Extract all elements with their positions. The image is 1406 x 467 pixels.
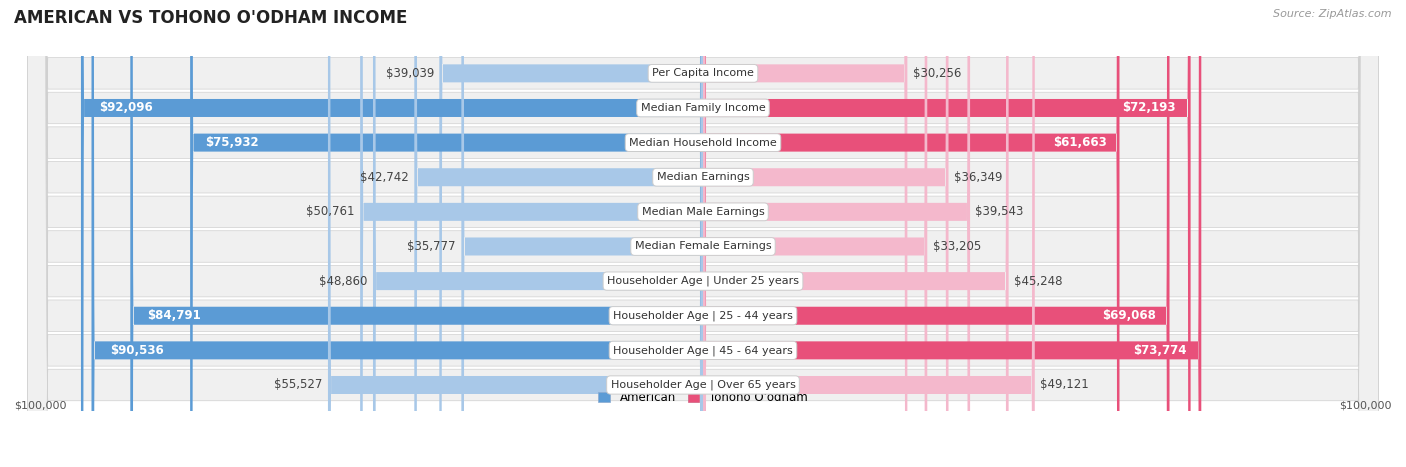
Text: $39,543: $39,543 bbox=[976, 205, 1024, 219]
Text: $39,039: $39,039 bbox=[385, 67, 434, 80]
FancyBboxPatch shape bbox=[28, 0, 1378, 467]
Text: $50,761: $50,761 bbox=[307, 205, 354, 219]
FancyBboxPatch shape bbox=[439, 0, 703, 467]
Text: AMERICAN VS TOHONO O'ODHAM INCOME: AMERICAN VS TOHONO O'ODHAM INCOME bbox=[14, 9, 408, 28]
Text: $69,068: $69,068 bbox=[1102, 309, 1156, 322]
Text: Householder Age | 25 - 44 years: Householder Age | 25 - 44 years bbox=[613, 311, 793, 321]
FancyBboxPatch shape bbox=[28, 0, 1378, 467]
Legend: American, Tohono O'odham: American, Tohono O'odham bbox=[593, 386, 813, 409]
Text: $55,527: $55,527 bbox=[274, 378, 322, 391]
Text: $100,000: $100,000 bbox=[14, 401, 66, 411]
FancyBboxPatch shape bbox=[415, 0, 703, 467]
FancyBboxPatch shape bbox=[28, 0, 1378, 467]
Text: $48,860: $48,860 bbox=[319, 275, 367, 288]
FancyBboxPatch shape bbox=[703, 0, 928, 467]
FancyBboxPatch shape bbox=[28, 0, 1378, 467]
Text: $72,193: $72,193 bbox=[1122, 101, 1175, 114]
FancyBboxPatch shape bbox=[28, 0, 1378, 467]
FancyBboxPatch shape bbox=[373, 0, 703, 467]
FancyBboxPatch shape bbox=[703, 0, 1119, 467]
FancyBboxPatch shape bbox=[82, 0, 703, 467]
Text: Householder Age | Under 25 years: Householder Age | Under 25 years bbox=[607, 276, 799, 286]
FancyBboxPatch shape bbox=[461, 0, 703, 467]
Text: Median Family Income: Median Family Income bbox=[641, 103, 765, 113]
FancyBboxPatch shape bbox=[703, 0, 1201, 467]
Text: $90,536: $90,536 bbox=[110, 344, 163, 357]
Text: Householder Age | Over 65 years: Householder Age | Over 65 years bbox=[610, 380, 796, 390]
Text: $92,096: $92,096 bbox=[100, 101, 153, 114]
Text: Median Earnings: Median Earnings bbox=[657, 172, 749, 182]
FancyBboxPatch shape bbox=[28, 0, 1378, 467]
Text: $45,248: $45,248 bbox=[1014, 275, 1063, 288]
Text: $33,205: $33,205 bbox=[932, 240, 981, 253]
Text: $75,932: $75,932 bbox=[205, 136, 259, 149]
Text: $30,256: $30,256 bbox=[912, 67, 962, 80]
FancyBboxPatch shape bbox=[28, 0, 1378, 467]
Text: $61,663: $61,663 bbox=[1053, 136, 1107, 149]
Text: $42,742: $42,742 bbox=[360, 171, 409, 184]
Text: Source: ZipAtlas.com: Source: ZipAtlas.com bbox=[1274, 9, 1392, 19]
Text: $49,121: $49,121 bbox=[1040, 378, 1088, 391]
Text: Median Male Earnings: Median Male Earnings bbox=[641, 207, 765, 217]
Text: $84,791: $84,791 bbox=[148, 309, 201, 322]
FancyBboxPatch shape bbox=[703, 0, 1170, 467]
FancyBboxPatch shape bbox=[190, 0, 703, 467]
Text: Median Female Earnings: Median Female Earnings bbox=[634, 241, 772, 252]
FancyBboxPatch shape bbox=[703, 0, 1008, 467]
FancyBboxPatch shape bbox=[360, 0, 703, 467]
Text: $36,349: $36,349 bbox=[953, 171, 1002, 184]
FancyBboxPatch shape bbox=[703, 0, 1035, 467]
Text: $73,774: $73,774 bbox=[1133, 344, 1187, 357]
FancyBboxPatch shape bbox=[28, 0, 1378, 467]
FancyBboxPatch shape bbox=[91, 0, 703, 467]
FancyBboxPatch shape bbox=[703, 0, 907, 467]
Text: $100,000: $100,000 bbox=[1340, 401, 1392, 411]
Text: $35,777: $35,777 bbox=[408, 240, 456, 253]
FancyBboxPatch shape bbox=[131, 0, 703, 467]
FancyBboxPatch shape bbox=[703, 0, 949, 467]
FancyBboxPatch shape bbox=[28, 0, 1378, 467]
FancyBboxPatch shape bbox=[703, 0, 1191, 467]
FancyBboxPatch shape bbox=[28, 0, 1378, 467]
FancyBboxPatch shape bbox=[328, 0, 703, 467]
FancyBboxPatch shape bbox=[703, 0, 970, 467]
Text: Householder Age | 45 - 64 years: Householder Age | 45 - 64 years bbox=[613, 345, 793, 355]
Text: Per Capita Income: Per Capita Income bbox=[652, 68, 754, 78]
Text: Median Household Income: Median Household Income bbox=[628, 138, 778, 148]
